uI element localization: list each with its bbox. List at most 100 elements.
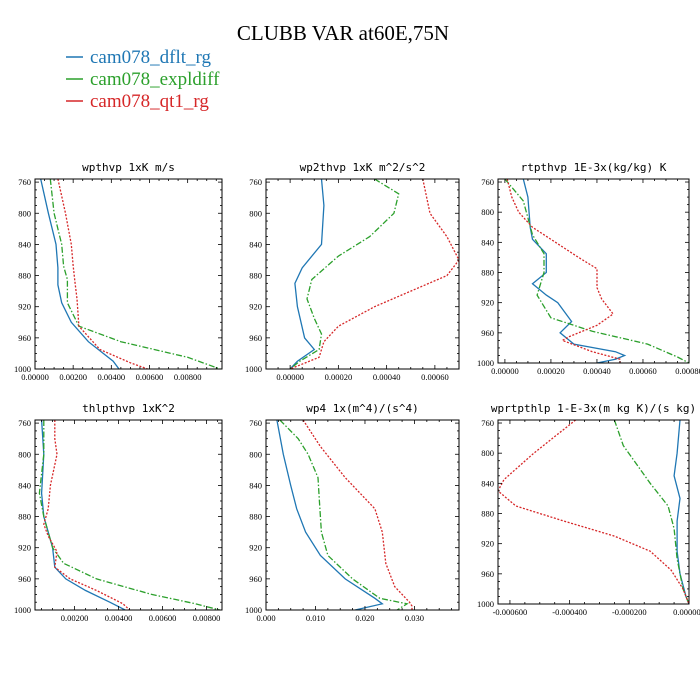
x-tick-label: -0.000200 — [612, 607, 647, 617]
x-tick-label: 0.00020 — [325, 372, 353, 382]
y-tick-label: 880 — [249, 271, 262, 281]
y-tick-label: 760 — [18, 177, 31, 187]
y-tick-label: 840 — [249, 239, 262, 249]
panel-4: thlpthvp 1xK^2 760 800 840 880 920 960 1000 0.00… — [14, 402, 223, 623]
series-line — [522, 179, 627, 363]
plot-frame — [497, 419, 690, 605]
panel-title: wp4 1x(m^4)/(s^4) — [306, 402, 419, 415]
series-line — [613, 420, 689, 604]
x-tick-label: 0.00040 — [583, 366, 611, 376]
y-tick-label: 840 — [481, 237, 494, 247]
panel-1: wpthvp 1xK m/s76080084088092096010000.00… — [14, 161, 223, 382]
y-tick-label: 1000 — [245, 364, 262, 374]
x-tick-label: 0.030 — [405, 613, 424, 623]
x-tick-label: 0.00000 — [276, 372, 304, 382]
panel-5: wp4 1x(m^4)/(s^4)76080084088092096010000… — [245, 402, 460, 623]
y-tick-label: 920 — [481, 539, 494, 549]
x-tick-label: 0.00020 — [537, 366, 565, 376]
x-tick-label: 0.00080 — [675, 366, 700, 376]
y-tick-label: 760 — [481, 418, 494, 428]
y-tick-label: 960 — [18, 333, 31, 343]
plot-frame — [265, 178, 460, 370]
y-tick-label: 800 — [18, 208, 31, 218]
panel-title: rtpthvp 1E-3x(kg/kg) K — [521, 161, 667, 174]
y-tick-label: 960 — [481, 569, 494, 579]
y-tick-label: 840 — [18, 480, 31, 490]
legend: cam078_dflt_rg cam078_expldiff cam078_qt… — [66, 47, 220, 112]
x-tick-label: 0.00060 — [421, 372, 449, 382]
x-tick-label: 0.00400 — [105, 613, 133, 623]
panel-title: wp2thvp 1xK m^2/s^2 — [300, 161, 426, 174]
x-tick-label: 0.00040 — [373, 372, 401, 382]
y-tick-label: 1000 — [14, 605, 31, 615]
plot-frame — [265, 419, 460, 611]
x-tick-label: -0.000400 — [552, 607, 587, 617]
x-tick-label: 0.00200 — [59, 372, 87, 382]
series-line — [279, 420, 409, 610]
panels: wpthvp 1xK m/s76080084088092096010000.00… — [14, 161, 700, 623]
series-line — [302, 420, 413, 610]
y-tick-label: 800 — [18, 449, 31, 459]
x-tick-label: 0.00060 — [629, 366, 657, 376]
plot-frame — [34, 419, 223, 611]
figure-title: CLUBB VAR at60E,75N — [237, 21, 449, 45]
y-tick-label: 1000 — [477, 599, 494, 609]
y-tick-label: 760 — [249, 418, 262, 428]
series-line — [40, 179, 120, 369]
y-tick-label: 1000 — [245, 605, 262, 615]
y-tick-label: 800 — [249, 449, 262, 459]
x-tick-label: -0.000600 — [493, 607, 528, 617]
series-line — [504, 179, 689, 363]
y-tick-label: 800 — [481, 207, 494, 217]
y-tick-label: 800 — [249, 208, 262, 218]
y-tick-label: 840 — [481, 478, 494, 488]
x-tick-label: 0.000 — [256, 613, 275, 623]
panel-title: wpthvp 1xK m/s — [82, 161, 175, 174]
series-line — [43, 420, 131, 610]
panel-title: thlpthvp 1xK^2 — [82, 402, 175, 415]
x-tick-label: 0.00600 — [149, 613, 177, 623]
y-tick-label: 920 — [249, 302, 262, 312]
series-line — [506, 179, 621, 363]
series-line — [40, 420, 126, 610]
x-tick-label: 0.00800 — [174, 372, 202, 382]
y-tick-label: 880 — [18, 271, 31, 281]
y-tick-label: 920 — [481, 298, 494, 308]
y-tick-label: 760 — [481, 177, 494, 187]
y-tick-label: 840 — [18, 239, 31, 249]
y-tick-label: 880 — [18, 512, 31, 522]
x-tick-label: 0.020 — [355, 613, 374, 623]
series-line — [49, 179, 221, 369]
y-tick-label: 760 — [249, 177, 262, 187]
x-tick-label: 0.00000 — [491, 366, 519, 376]
y-tick-label: 880 — [481, 509, 494, 519]
x-tick-label: 0.00400 — [98, 372, 126, 382]
plot-frame — [497, 178, 690, 364]
y-tick-label: 760 — [18, 418, 31, 428]
panel-title: wprtpthlp 1-E-3x(m kg K)/(s kg) — [491, 402, 696, 415]
panel-6: wprtpthlp 1-E-3x(m kg K)/(s kg) 760 800 840… — [477, 402, 700, 617]
series-line — [673, 420, 689, 604]
y-tick-label: 1000 — [477, 358, 494, 368]
panel-3: rtpthvp 1E-3x(kg/kg) K 760 800 840 880 920 960… — [477, 161, 700, 376]
y-tick-label: 1000 — [14, 364, 31, 374]
series-line — [57, 179, 148, 369]
x-tick-label: 0.010 — [306, 613, 325, 623]
y-tick-label: 840 — [249, 480, 262, 490]
y-tick-label: 880 — [481, 268, 494, 278]
y-tick-label: 800 — [481, 448, 494, 458]
plot-frame — [34, 178, 223, 370]
series-line — [289, 179, 400, 369]
y-tick-label: 920 — [18, 302, 31, 312]
x-tick-label: 0.00600 — [136, 372, 164, 382]
series-line — [289, 179, 459, 369]
y-tick-label: 920 — [18, 543, 31, 553]
x-tick-label: 0.00000 — [21, 372, 49, 382]
y-tick-label: 880 — [249, 512, 262, 522]
legend-label-expldiff: cam078_expldiff — [90, 69, 220, 90]
y-tick-label: 960 — [481, 328, 494, 338]
y-tick-label: 960 — [18, 574, 31, 584]
x-tick-label: 0.00800 — [193, 613, 221, 623]
